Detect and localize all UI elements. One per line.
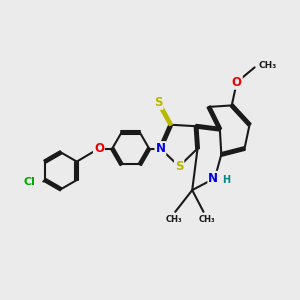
- Text: S: S: [175, 160, 183, 173]
- Text: CH₃: CH₃: [198, 215, 215, 224]
- Text: N: N: [155, 142, 165, 155]
- Text: Cl: Cl: [23, 176, 35, 187]
- Text: O: O: [94, 142, 104, 155]
- Text: O: O: [232, 76, 242, 89]
- Text: H: H: [222, 175, 230, 185]
- Text: S: S: [154, 96, 163, 109]
- Text: N: N: [208, 172, 218, 185]
- Text: CH₃: CH₃: [166, 215, 182, 224]
- Text: CH₃: CH₃: [258, 61, 276, 70]
